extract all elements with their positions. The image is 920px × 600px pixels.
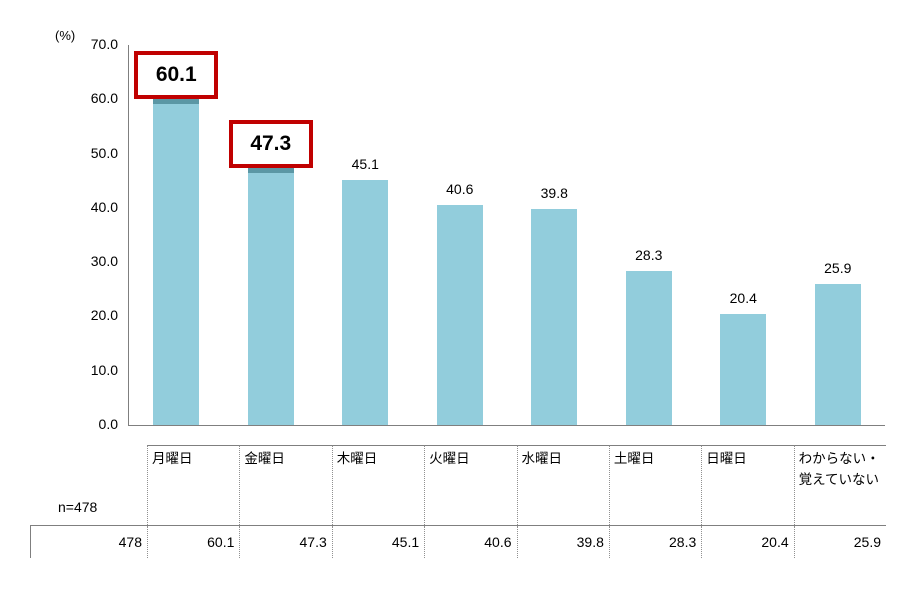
plot-area: 60.1 47.3 45.1 40.6 39.8 28.3 20.4 25.9 [128,45,885,426]
y-tick-label: 0.0 [98,416,118,432]
bar-column-3: 40.6 [413,45,508,425]
n-value: 478 [118,534,142,550]
value-label: 25.9 [824,260,852,277]
highlighted-value-label: 60.1 [134,50,219,99]
bar-column-0: 60.1 [129,45,224,425]
n-label-cell: n=478 [30,445,147,525]
category-cell-0: 月曜日 [147,445,240,525]
bar-0 [153,98,200,425]
value-cell-7: 25.9 [793,526,886,558]
category-cell-4: 水曜日 [516,445,609,525]
bar-column-5: 28.3 [602,45,697,425]
bar-column-6: 20.4 [696,45,791,425]
category-cell-3: 火曜日 [424,445,517,525]
bar-7 [814,284,861,425]
value-label: 39.8 [540,184,568,201]
data-table: n=478 月曜日 金曜日 木曜日 火曜日 水曜日 土曜日 日曜日 わからない・覚えていない … [30,445,886,558]
bar-2 [342,180,389,425]
bar-column-2: 45.1 [318,45,413,425]
y-axis-unit-label: (%) [55,28,76,43]
value-cell-6: 20.4 [701,526,793,558]
value-cell-2: 45.1 [331,526,424,558]
category-cell-6: 日曜日 [701,445,794,525]
value-label: 45.1 [351,156,379,173]
value-cell-4: 39.8 [516,526,609,558]
value-label: 40.6 [446,180,474,197]
bar-column-1: 47.3 [224,45,319,425]
bar-column-7: 25.9 [791,45,886,425]
category-cell-7: わからない・覚えていない [793,445,886,525]
value-label: 20.4 [729,290,757,307]
bar-top-cap [153,98,200,104]
bar-6 [720,314,767,425]
y-tick-label: 40.0 [90,198,118,215]
y-tick-label: 20.0 [90,307,118,324]
y-tick-label: 70.0 [90,36,118,52]
bar-1 [247,168,294,425]
value-cell-5: 28.3 [608,526,701,558]
value-cell-3: 40.6 [424,526,516,558]
value-cell-0: 60.1 [147,526,239,558]
bar-3 [436,204,483,425]
value-cell-1: 47.3 [239,526,331,558]
y-tick-label: 60.0 [90,90,118,107]
n-label: n=478 [58,499,98,515]
y-tick-label: 10.0 [90,361,118,378]
category-cell-1: 金曜日 [239,445,332,525]
bar-column-4: 39.8 [507,45,602,425]
y-axis-tick-labels: 70.0 60.0 50.0 40.0 30.0 20.0 10.0 0.0 [50,36,118,432]
bar-top-cap [247,168,294,174]
y-tick-label: 30.0 [90,253,118,270]
table-value-row: 478 60.1 47.3 45.1 40.6 39.8 28.3 20.4 25.9 [30,525,886,558]
highlighted-value-label: 47.3 [228,120,313,169]
bar-5 [625,271,672,425]
bar-4 [531,208,578,425]
table-label-row: n=478 月曜日 金曜日 木曜日 火曜日 水曜日 土曜日 日曜日 わからない・覚えていない [30,445,886,525]
value-label: 28.3 [635,247,663,264]
n-value-cell: 478 [30,526,147,558]
y-tick-label: 50.0 [90,144,118,161]
category-cell-2: 木曜日 [331,445,425,525]
category-cell-5: 土曜日 [608,445,702,525]
